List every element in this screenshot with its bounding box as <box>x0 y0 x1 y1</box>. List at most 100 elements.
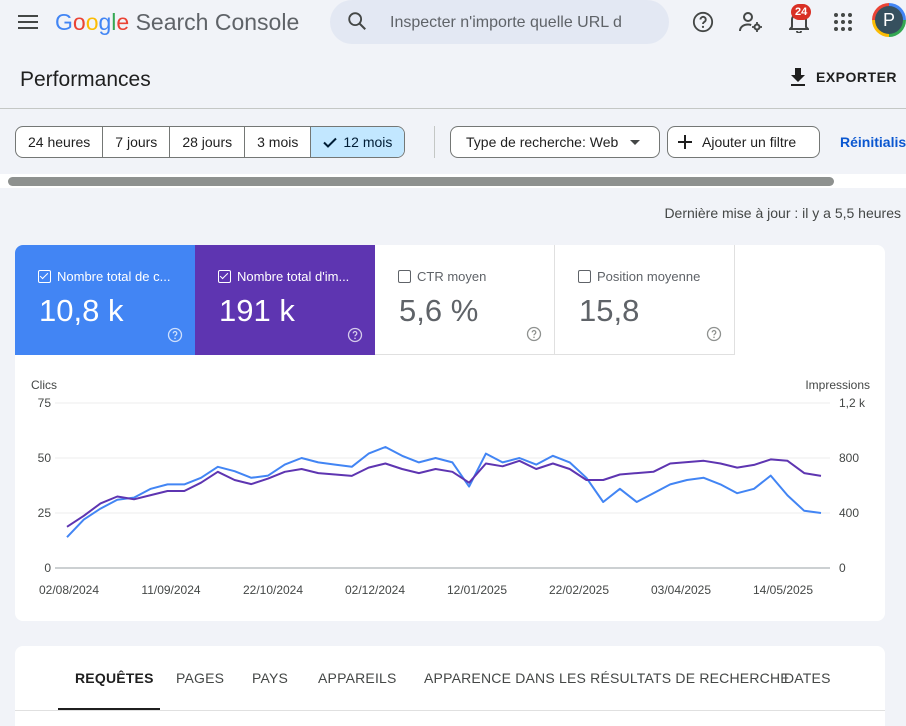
metric-total-impressions[interactable]: Nombre total d'im... 191 k <box>195 245 375 355</box>
metric-label: CTR moyen <box>417 269 487 284</box>
plus-icon <box>678 135 692 149</box>
tab-search-appearance[interactable]: APPARENCE DANS LES RÉSULTATS DE RECHERCH… <box>424 670 790 686</box>
apps-button[interactable] <box>823 2 863 42</box>
export-label: EXPORTER <box>816 69 898 85</box>
left-tick-label: 0 <box>44 561 51 575</box>
tab-pages[interactable]: PAGES <box>176 670 225 686</box>
left-tick-label: 50 <box>38 451 52 465</box>
date-range-label: 7 jours <box>115 134 158 150</box>
search-icon <box>348 12 366 30</box>
logo-letter: g <box>98 9 112 35</box>
left-tick-label: 75 <box>38 396 52 410</box>
x-tick-label: 02/12/2024 <box>345 583 405 597</box>
help-outline-icon[interactable] <box>167 327 183 343</box>
date-range-label: 24 heures <box>28 134 91 150</box>
search-type-label: Type de recherche: Web <box>466 134 619 150</box>
help-outline-icon[interactable] <box>706 326 722 342</box>
product-logo[interactable]: Google Search Console <box>55 9 299 36</box>
date-range-24h[interactable]: 24 heures <box>16 127 104 157</box>
url-inspection-input[interactable] <box>388 10 652 36</box>
x-tick-label: 03/04/2025 <box>651 583 711 597</box>
metric-value: 5,6 % <box>399 293 479 328</box>
x-tick-label: 02/08/2024 <box>39 583 99 597</box>
logo-letter: e <box>116 9 130 35</box>
x-tick-label: 14/05/2025 <box>753 583 813 597</box>
left-tick-label: 25 <box>38 506 52 520</box>
metric-value: 191 k <box>219 293 295 328</box>
manage-accounts-icon <box>739 12 762 32</box>
metric-average-ctr[interactable]: CTR moyen 5,6 % <box>375 245 555 355</box>
tab-devices[interactable]: APPAREILS <box>318 670 397 686</box>
date-range-7d[interactable]: 7 jours <box>103 127 171 157</box>
checkbox-checked-icon[interactable] <box>218 270 231 283</box>
right-axis-label: Impressions <box>805 378 870 392</box>
metric-average-position[interactable]: Position moyenne 15,8 <box>555 245 735 355</box>
help-outline-icon[interactable] <box>347 327 363 343</box>
right-tick-label: 400 <box>839 506 859 520</box>
help-icon <box>692 11 714 33</box>
account-avatar[interactable]: P <box>872 3 906 37</box>
url-inspection-search[interactable] <box>330 0 669 44</box>
logo-letter: o <box>85 9 99 35</box>
impressions-line <box>66 458 822 528</box>
tabs-divider <box>15 710 885 711</box>
last-update-text: Dernière mise à jour : il y a 5,5 heures <box>664 205 901 221</box>
metric-label: Nombre total d'im... <box>237 269 350 284</box>
metric-value: 10,8 k <box>39 293 124 328</box>
user-settings-button[interactable] <box>731 2 771 42</box>
checkbox-unchecked-icon[interactable] <box>398 270 411 283</box>
add-filter-button[interactable]: Ajouter un filtre <box>667 126 820 158</box>
date-range-selector[interactable]: 24 heures 7 jours 28 jours 3 mois 12 moi… <box>15 126 406 158</box>
help-outline-icon[interactable] <box>526 326 542 342</box>
dimension-tabs: REQUÊTES PAGES PAYS APPAREILS APPARENCE … <box>15 646 885 726</box>
clicks-line <box>66 446 822 538</box>
right-tick-label: 800 <box>839 451 859 465</box>
metric-total-clicks[interactable]: Nombre total de c... 10,8 k <box>15 245 195 355</box>
hamburger-menu-icon <box>18 15 38 29</box>
right-tick-label: 0 <box>839 561 846 575</box>
tab-queries[interactable]: REQUÊTES <box>75 670 154 686</box>
header-divider <box>0 108 906 109</box>
x-tick-label: 11/09/2024 <box>141 583 200 597</box>
tab-dates[interactable]: DATES <box>784 670 831 686</box>
date-range-label: 3 mois <box>257 134 299 150</box>
checkmark-icon <box>323 137 338 148</box>
filter-divider <box>434 126 435 158</box>
left-axis-label: Clics <box>31 378 57 392</box>
date-range-12m[interactable]: 12 mois <box>311 127 405 157</box>
apps-grid-icon <box>834 13 852 31</box>
scrollbar-thumb[interactable] <box>8 177 834 186</box>
page-title: Performances <box>20 68 151 91</box>
performance-chart[interactable]: Clics Impressions 0 25 50 75 0 400 800 1,2 k 02/08… <box>15 375 885 605</box>
avatar-initial: P <box>875 6 903 34</box>
date-range-28d[interactable]: 28 jours <box>170 127 246 157</box>
tab-countries[interactable]: PAYS <box>252 670 289 686</box>
logo-letter: G <box>55 9 73 35</box>
dropdown-arrow-icon <box>630 139 641 145</box>
x-tick-label: 22/10/2024 <box>243 583 303 597</box>
product-name: Search Console <box>135 9 300 35</box>
right-tick-label: 1,2 k <box>839 396 866 410</box>
active-tab-indicator <box>58 708 160 711</box>
download-icon <box>791 68 805 86</box>
notification-count-badge: 24 <box>791 4 812 20</box>
help-button[interactable] <box>683 2 723 42</box>
search-type-dropdown[interactable]: Type de recherche: Web <box>450 126 660 158</box>
x-tick-label: 12/01/2025 <box>447 583 507 597</box>
checkbox-checked-icon[interactable] <box>38 270 51 283</box>
date-range-label: 28 jours <box>182 134 233 150</box>
metric-label: Nombre total de c... <box>57 269 171 284</box>
date-range-label: 12 mois <box>343 134 393 150</box>
export-button[interactable]: EXPORTER <box>790 68 897 86</box>
date-range-3m[interactable]: 3 mois <box>245 127 312 157</box>
add-filter-label: Ajouter un filtre <box>702 134 797 150</box>
metric-label: Position moyenne <box>597 269 701 284</box>
main-menu-button[interactable] <box>10 4 46 40</box>
checkbox-unchecked-icon[interactable] <box>578 270 591 283</box>
performance-card: Nombre total de c... 10,8 k Nombre total… <box>15 245 885 621</box>
x-tick-label: 22/02/2025 <box>549 583 609 597</box>
reset-filters-link[interactable]: Réinitialiser <box>840 134 906 150</box>
logo-letter: l <box>111 9 117 35</box>
metric-value: 15,8 <box>579 293 640 328</box>
logo-letter: o <box>72 9 86 35</box>
